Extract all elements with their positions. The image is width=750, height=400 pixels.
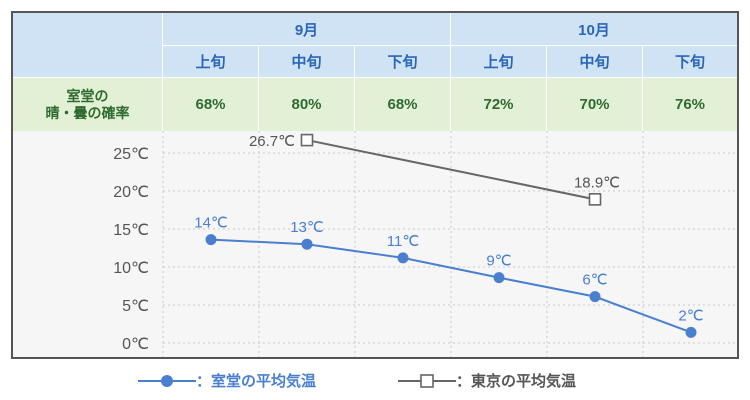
period-header: 中旬 [259, 46, 355, 78]
rate-cell: 70% [547, 78, 643, 131]
y-tick-label: 10℃ [113, 260, 149, 277]
temperature-chart: 0℃ 5℃ 10℃ 15℃ 20℃ 25℃ 26.7℃ 18.9℃ 14℃ 13℃ 11℃ 9℃ 6℃ 2… [113, 131, 737, 357]
period-header: 下旬 [643, 46, 737, 78]
legend: ：室堂の平均気温 ：東京の平均気温 [0, 362, 750, 400]
period-header: 下旬 [355, 46, 451, 78]
month-header-october: 10月 [451, 13, 737, 46]
tokyo-data-label: 18.9℃ [574, 174, 620, 191]
y-tick-label: 15℃ [113, 222, 149, 239]
murodo-data-label: 2℃ [678, 307, 703, 324]
row-label-line-1: 室堂の [66, 87, 109, 104]
y-tick-label: 20℃ [113, 184, 149, 201]
legend-murodo-label: ：室堂の平均気温 [196, 373, 317, 390]
y-tick-label: 0℃ [122, 336, 149, 353]
murodo-point-marker [685, 326, 697, 338]
y-tick-label: 5℃ [122, 298, 149, 315]
murodo-point-marker [301, 238, 313, 250]
y-tick-label: 25℃ [113, 146, 149, 163]
rate-cell: 68% [355, 78, 451, 131]
murodo-data-label: 6℃ [582, 272, 607, 289]
legend-tokyo-label: ：東京の平均気温 [456, 373, 577, 390]
murodo-point-marker [493, 272, 505, 284]
tokyo-point-marker [300, 133, 314, 147]
murodo-point-marker [397, 252, 409, 264]
rate-cell: 72% [451, 78, 547, 131]
period-header: 中旬 [547, 46, 643, 78]
legend-murodo-marker [138, 375, 196, 387]
tokyo-data-label: 26.7℃ [249, 133, 295, 150]
legend-tokyo-marker [398, 374, 456, 388]
tokyo-point-marker [588, 193, 602, 206]
murodo-point-marker [589, 291, 601, 303]
murodo-data-label: 11℃ [387, 233, 419, 250]
row-label-line-2: 晴・曇の確率 [45, 104, 130, 121]
murodo-series-line [210, 238, 692, 334]
murodo-data-label: 14℃ [194, 215, 228, 232]
rate-cell: 68% [163, 78, 259, 131]
period-header: 上旬 [451, 46, 547, 78]
murodo-data-label: 13℃ [290, 219, 324, 236]
rate-cell: 80% [259, 78, 355, 131]
row-label-clear-cloudy-probability: 室堂の 晴・曇の確率 [13, 78, 163, 131]
plot-area: 0℃ 5℃ 10℃ 15℃ 20℃ 25℃ 26.7℃ 18.9℃ 14℃ 13℃ 11℃ 9℃ 6℃ 2… [13, 131, 737, 357]
month-header-september: 9月 [163, 13, 451, 46]
chart-frame: 9月 10月 上旬 中旬 下旬 上旬 中旬 下旬 室堂の 晴・曇の確率 68% … [11, 11, 739, 359]
period-header: 上旬 [163, 46, 259, 78]
rate-cell: 76% [643, 78, 737, 131]
murodo-point-marker [205, 234, 217, 246]
tokyo-series-line [306, 139, 596, 201]
table-corner [13, 13, 163, 78]
murodo-data-label: 9℃ [486, 253, 511, 270]
